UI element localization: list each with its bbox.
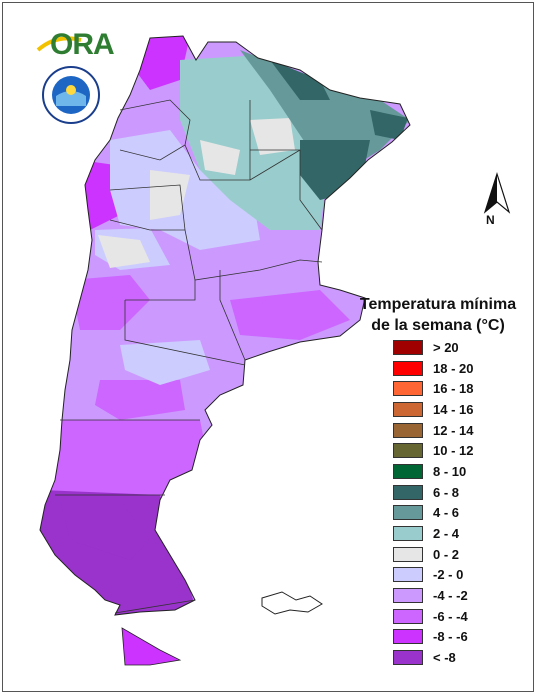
province-borders — [55, 99, 323, 614]
legend-row: 8 - 10 — [393, 461, 513, 482]
legend-row: -6 - -4 — [393, 606, 513, 627]
legend-swatch — [393, 422, 423, 438]
legend-label: 18 - 20 — [433, 360, 474, 376]
legend-label: < -8 — [433, 650, 456, 666]
legend-swatch — [393, 381, 423, 397]
tierra-del-fuego — [121, 627, 182, 666]
legend-label: 16 - 18 — [433, 381, 474, 397]
zone-m6-m4-pampa — [230, 290, 350, 340]
ora-logo-text: ORA — [50, 28, 115, 61]
malvinas-islands — [261, 591, 323, 615]
legend-swatch — [393, 463, 423, 479]
legend: > 20 18 - 20 16 - 18 14 - 16 12 - 14 10 … — [393, 337, 513, 668]
legend-label: -6 - -4 — [433, 608, 468, 624]
legend-swatch — [393, 401, 423, 417]
zone-m6-m4-patagonia — [95, 380, 185, 420]
legend-row: 16 - 18 — [393, 378, 513, 399]
legend-label: 4 - 6 — [433, 505, 460, 521]
legend-title: Temperatura mínima de la semana (°C) — [348, 294, 528, 336]
legend-title-line1: Temperatura mínima — [359, 296, 517, 313]
legend-label: 2 - 4 — [433, 526, 460, 542]
legend-swatch — [393, 484, 423, 500]
legend-swatch — [393, 567, 423, 583]
zone-m6-m4-center — [70, 275, 150, 330]
zone-p6-8-east — [370, 110, 408, 140]
legend-row: 4 - 6 — [393, 503, 513, 524]
legend-swatch — [393, 588, 423, 604]
north-arrow-icon — [483, 172, 511, 214]
zone-lt-m8-core — [60, 500, 150, 560]
legend-row: > 20 — [393, 337, 513, 358]
legend-swatch — [393, 608, 423, 624]
legend-label: -2 - 0 — [433, 567, 464, 583]
legend-swatch — [393, 650, 423, 666]
north-label: N — [486, 213, 495, 227]
ora-logo-swoosh — [36, 36, 82, 52]
zone-m6-m4-south — [40, 420, 210, 500]
zone-0-2-a — [150, 170, 190, 220]
legend-swatch — [393, 505, 423, 521]
legend-row: 14 - 16 — [393, 399, 513, 420]
legend-title-line2: de la semana (°C) — [371, 317, 505, 334]
legend-row: 10 - 12 — [393, 440, 513, 461]
legend-row: 12 - 14 — [393, 420, 513, 441]
zone-m2-0-south — [120, 340, 210, 385]
zone-m8-m6-north — [135, 36, 190, 90]
legend-label: -8 - -6 — [433, 629, 468, 645]
legend-row: -2 - 0 — [393, 565, 513, 586]
weather-service-seal — [42, 66, 100, 124]
legend-swatch — [393, 629, 423, 645]
zone-0-2-b — [98, 235, 150, 268]
legend-swatch — [393, 443, 423, 459]
legend-label: 12 - 14 — [433, 422, 474, 438]
zone-0-2-c — [250, 118, 295, 155]
legend-label: 6 - 8 — [433, 484, 460, 500]
legend-swatch — [393, 360, 423, 376]
legend-swatch — [393, 546, 423, 562]
legend-row: 18 - 20 — [393, 358, 513, 379]
legend-swatch — [393, 526, 423, 542]
legend-row: -8 - -6 — [393, 627, 513, 648]
legend-label: 10 - 12 — [433, 443, 474, 459]
legend-row: -4 - -2 — [393, 585, 513, 606]
legend-label: 8 - 10 — [433, 463, 467, 479]
legend-row: 0 - 2 — [393, 544, 513, 565]
legend-label: -4 - -2 — [433, 588, 468, 604]
legend-row: < -8 — [393, 647, 513, 668]
legend-label: 0 - 2 — [433, 546, 460, 562]
zone-p6-8-north — [270, 60, 330, 100]
legend-row: 2 - 4 — [393, 523, 513, 544]
legend-label: > 20 — [433, 339, 459, 355]
legend-row: 6 - 8 — [393, 482, 513, 503]
legend-swatch — [393, 339, 423, 355]
zone-0-2-d — [200, 140, 240, 175]
legend-label: 14 - 16 — [433, 401, 474, 417]
